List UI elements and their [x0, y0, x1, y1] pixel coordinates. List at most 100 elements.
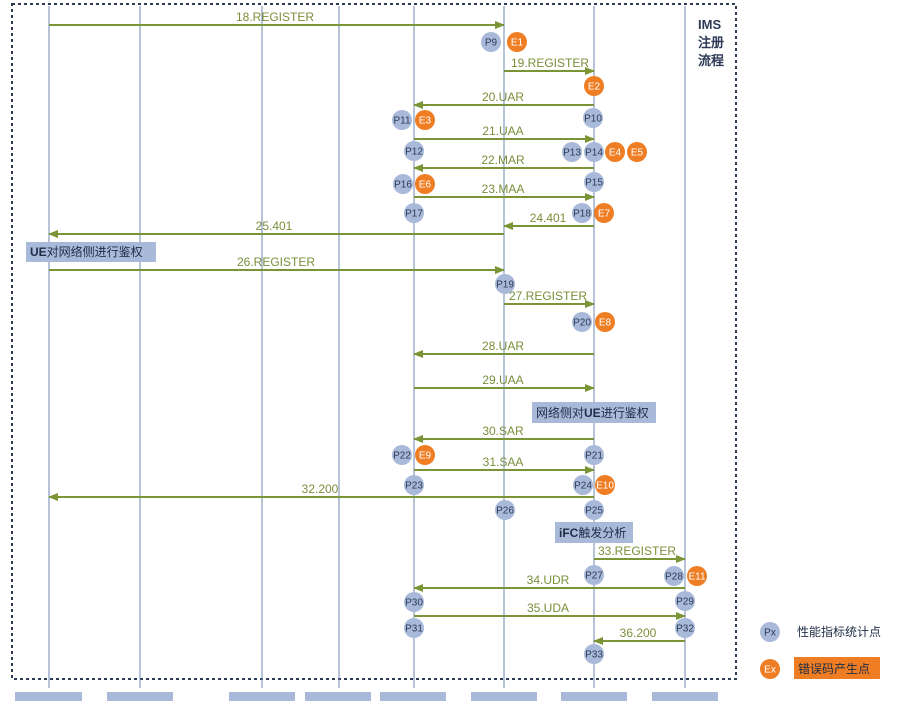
perf-point-label-p9: P9 [485, 38, 498, 49]
perf-point-p28 [664, 566, 684, 586]
message-label-2: 19.REGISTER [511, 56, 589, 70]
message-label-17: 34.UDR [527, 573, 570, 587]
legend-error-symbol: Ex [764, 665, 776, 676]
legend-point-symbol: Px [764, 628, 776, 639]
error-point-label-e4: E4 [609, 148, 622, 159]
diagram-title-line-1: IMS [698, 17, 721, 32]
perf-point-p18 [572, 203, 592, 223]
perf-point-label-p13: P13 [563, 148, 581, 159]
perf-point-p13 [562, 142, 582, 162]
note-label-1: UE对网络侧进行鉴权 [30, 244, 143, 259]
error-point-e7 [594, 203, 614, 223]
legend-error-label-bg [794, 657, 880, 679]
error-point-e5 [627, 142, 647, 162]
perf-point-label-p20: P20 [573, 318, 591, 329]
perf-point-label-p30: P30 [405, 598, 423, 609]
perf-point-p31 [404, 618, 424, 638]
error-point-label-e6: E6 [419, 180, 432, 191]
error-point-e8 [595, 312, 615, 332]
error-point-label-e9: E9 [419, 451, 432, 462]
perf-point-p32 [675, 618, 695, 638]
perf-point-label-p26: P26 [496, 506, 514, 517]
message-label-16: 33.REGISTER [598, 544, 676, 558]
error-point-e2 [584, 76, 604, 96]
perf-point-label-p23: P23 [405, 481, 423, 492]
entity-footer-6 [471, 692, 537, 701]
perf-point-p20 [572, 312, 592, 332]
error-point-e10 [595, 475, 615, 495]
legend-point-label: 性能指标统计点 [797, 624, 881, 639]
perf-point-p11 [392, 110, 412, 130]
message-label-6: 23.MAA [482, 182, 525, 196]
error-point-label-e7: E7 [598, 209, 611, 220]
perf-point-p9 [481, 32, 501, 52]
perf-point-label-p16: P16 [394, 180, 412, 191]
message-label-8: 25.401 [256, 219, 293, 233]
error-point-e9 [415, 445, 435, 465]
message-label-12: 29.UAA [482, 373, 523, 387]
perf-point-p25 [584, 500, 604, 520]
perf-point-label-p15: P15 [585, 178, 603, 189]
message-label-3: 20.UAR [482, 90, 524, 104]
note-box-3 [555, 522, 633, 543]
entity-footer-7 [561, 692, 627, 701]
perf-point-label-p21: P21 [585, 451, 603, 462]
entity-footer-2 [107, 692, 173, 701]
perf-point-label-p27: P27 [585, 571, 603, 582]
message-label-5: 22.MAR [481, 153, 525, 167]
message-label-9: 26.REGISTER [237, 255, 315, 269]
perf-point-p23 [404, 475, 424, 495]
error-point-e1 [507, 32, 527, 52]
entity-footer-4 [305, 692, 371, 701]
error-point-label-e10: E10 [596, 481, 614, 492]
legend-point-marker [760, 622, 780, 642]
error-point-e11 [687, 566, 707, 586]
error-point-label-e2: E2 [588, 82, 601, 93]
legend-error-label: 错误码产生点 [798, 662, 870, 676]
legend: Px 性能指标统计点 Ex 错误码产生点 [760, 622, 881, 679]
perf-point-p16 [393, 174, 413, 194]
perf-point-label-p19: P19 [496, 280, 514, 291]
diagram-title-line-3: 流程 [698, 53, 724, 68]
error-point-e4 [605, 142, 625, 162]
perf-point-label-p25: P25 [585, 506, 603, 517]
error-point-label-e5: E5 [631, 148, 644, 159]
message-label-19: 36.200 [620, 626, 657, 640]
legend-error-marker [760, 659, 780, 679]
perf-point-p15 [584, 172, 604, 192]
entity-footer-3 [229, 692, 295, 701]
diagram-frame [11, 3, 737, 680]
perf-point-label-p28: P28 [665, 572, 683, 583]
message-label-7: 24.401 [530, 211, 567, 225]
perf-point-p19 [495, 274, 515, 294]
perf-point-p22 [392, 445, 412, 465]
perf-point-label-p17: P17 [405, 209, 423, 220]
message-label-15: 32.200 [302, 482, 339, 496]
entity-footer-boxes [15, 692, 718, 701]
perf-point-p14 [584, 142, 604, 162]
note-box-2 [532, 402, 656, 423]
perf-point-label-p14: P14 [585, 148, 603, 159]
message-label-18: 35.UDA [527, 601, 569, 615]
message-label-11: 28.UAR [482, 339, 524, 353]
perf-point-label-p12: P12 [405, 147, 423, 158]
perf-point-label-p24: P24 [574, 481, 592, 492]
entity-footer-8 [652, 692, 718, 701]
message-label-1: 18.REGISTER [236, 10, 314, 24]
perf-point-label-p33: P33 [585, 650, 603, 661]
error-point-e6 [415, 174, 435, 194]
perf-point-p33 [584, 644, 604, 664]
points-layer: P9 P10 P11 P12 P13 P14 P15 P16 P17 P18 P19 P20 P21 P2… [392, 32, 707, 664]
perf-point-p30 [404, 592, 424, 612]
perf-point-label-p29: P29 [676, 597, 694, 608]
perf-point-p26 [495, 500, 515, 520]
perf-point-p27 [584, 565, 604, 585]
message-label-10: 27.REGISTER [509, 289, 587, 303]
note-box-1 [26, 242, 156, 262]
error-point-label-e11: E11 [688, 572, 705, 583]
messages-layer: 18.REGISTER 19.REGISTER 20.UAR 21.UAA 22.MAR… [48, 10, 686, 645]
perf-point-label-p10: P10 [584, 114, 602, 125]
note-label-2: 网络侧对UE进行鉴权 [536, 405, 649, 420]
